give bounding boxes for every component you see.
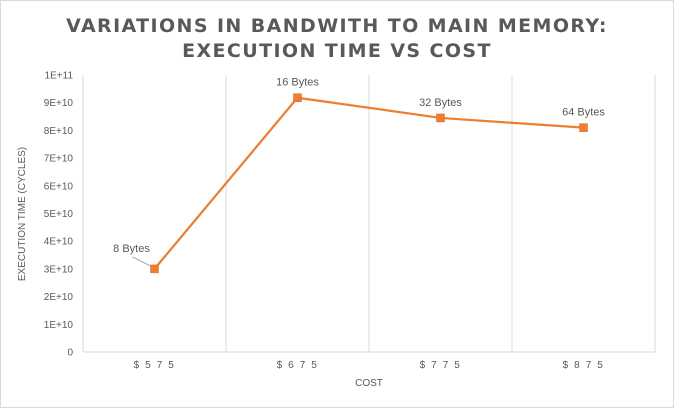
x-tick-label: $ 8 7 5 [563, 360, 605, 371]
chart-title-line-1: VARIATIONS IN BANDWITH TO MAIN MEMORY: [66, 15, 608, 37]
data-label: 32 Bytes [419, 97, 462, 109]
data-label: 8 Bytes [113, 243, 150, 255]
category-separators [82, 75, 656, 352]
chart-title: VARIATIONS IN BANDWITH TO MAIN MEMORY: E… [0, 14, 674, 64]
series-execution-time [150, 93, 588, 274]
y-tick-label: 8E+10 [44, 126, 74, 137]
x-tick-label: $ 7 7 5 [420, 360, 462, 371]
y-tick-label: 7E+10 [44, 154, 74, 165]
y-tick-label: 5E+10 [44, 209, 74, 220]
y-axis-title: EXECUTION TIME (CYCLES) [17, 147, 28, 281]
x-axis-title: COST [355, 378, 383, 389]
data-label: 16 Bytes [276, 77, 319, 89]
data-label-leader-line [132, 256, 151, 267]
y-tick-label: 3E+10 [44, 264, 74, 275]
x-tick-label: $ 6 7 5 [277, 360, 319, 371]
y-tick-label: 9E+10 [44, 98, 74, 109]
chart-title-line-2: EXECUTION TIME VS COST [182, 40, 492, 62]
y-axis-tick-labels: 0 1E+10 2E+10 3E+10 4E+10 5E+10 6E+10 7E+10 8E+1… [44, 71, 74, 359]
y-tick-label: 1E+11 [45, 71, 74, 82]
y-tick-label: 1E+10 [44, 320, 74, 331]
x-axis-tick-labels: $ 5 7 5 $ 6 7 5 $ 7 7 5 $ 8 7 5 [134, 360, 605, 371]
y-tick-label: 0 [67, 348, 73, 359]
x-tick-label: $ 5 7 5 [134, 360, 176, 371]
data-point-marker [293, 93, 302, 102]
data-point-marker [579, 123, 588, 132]
y-tick-label: 6E+10 [44, 181, 74, 192]
data-label: 64 Bytes [562, 107, 605, 119]
series-line [153, 96, 584, 270]
data-point-marker [436, 113, 445, 123]
data-labels: 8 Bytes 16 Bytes 32 Bytes 64 Bytes [113, 77, 605, 267]
data-point-marker [150, 264, 159, 274]
y-tick-label: 4E+10 [44, 237, 74, 248]
y-tick-label: 2E+10 [44, 292, 74, 303]
